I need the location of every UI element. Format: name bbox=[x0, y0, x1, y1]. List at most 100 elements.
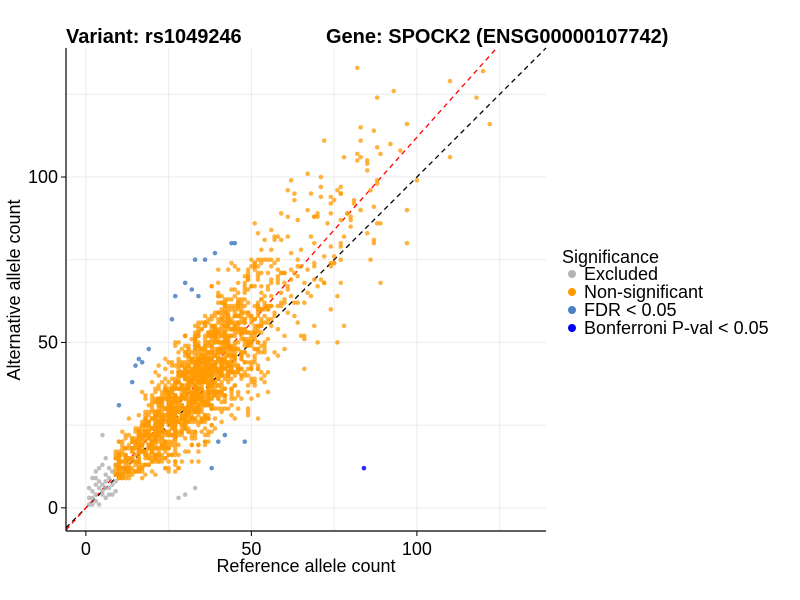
data-point bbox=[371, 128, 377, 134]
data-point bbox=[143, 396, 148, 401]
data-point bbox=[249, 336, 254, 342]
data-point bbox=[163, 416, 168, 421]
data-point bbox=[321, 254, 327, 259]
data-point bbox=[139, 475, 145, 481]
data-point bbox=[209, 326, 214, 332]
data-point bbox=[106, 485, 112, 491]
data-point bbox=[262, 350, 267, 355]
data-point bbox=[166, 399, 171, 405]
data-point bbox=[232, 383, 238, 388]
data-point bbox=[196, 346, 201, 352]
data-point bbox=[113, 469, 118, 474]
data-point bbox=[364, 158, 370, 163]
data-point bbox=[136, 436, 142, 441]
data-point bbox=[321, 138, 327, 143]
data-point bbox=[229, 369, 234, 375]
data-point bbox=[166, 379, 171, 385]
data-point bbox=[206, 333, 211, 339]
data-point bbox=[186, 350, 191, 355]
data-point bbox=[255, 310, 261, 315]
data-point bbox=[209, 333, 214, 339]
data-point bbox=[315, 283, 320, 289]
data-point bbox=[305, 207, 310, 213]
data-point bbox=[338, 280, 344, 286]
data-point bbox=[202, 396, 208, 401]
data-point bbox=[259, 297, 264, 302]
data-point bbox=[202, 442, 208, 448]
data-point bbox=[179, 373, 185, 378]
data-point bbox=[311, 214, 317, 220]
data-point bbox=[166, 469, 171, 474]
data-point bbox=[196, 379, 201, 385]
data-point bbox=[222, 297, 228, 302]
data-point bbox=[166, 406, 171, 411]
data-point bbox=[235, 406, 241, 411]
data-point bbox=[215, 293, 221, 299]
data-point bbox=[149, 409, 155, 415]
data-point bbox=[189, 419, 195, 425]
data-point bbox=[209, 343, 214, 349]
data-point bbox=[153, 455, 158, 461]
data-point bbox=[146, 442, 152, 448]
data-point bbox=[272, 237, 277, 243]
data-point bbox=[209, 330, 214, 335]
data-point bbox=[245, 273, 251, 279]
data-point bbox=[123, 459, 128, 464]
data-point bbox=[119, 459, 125, 464]
data-point bbox=[351, 197, 357, 203]
data-point bbox=[179, 459, 185, 464]
data-point bbox=[159, 426, 165, 431]
data-point bbox=[252, 283, 257, 289]
data-point bbox=[116, 439, 122, 444]
data-point bbox=[153, 416, 158, 421]
data-point bbox=[222, 399, 228, 405]
data-point bbox=[239, 310, 244, 315]
data-point bbox=[199, 353, 205, 358]
data-point bbox=[259, 376, 264, 382]
data-point bbox=[179, 389, 185, 395]
data-point bbox=[139, 429, 145, 435]
data-point bbox=[331, 260, 337, 266]
data-point bbox=[133, 439, 138, 444]
data-point bbox=[341, 154, 347, 160]
data-point bbox=[239, 353, 244, 358]
data-point bbox=[219, 300, 224, 306]
data-point bbox=[206, 383, 211, 388]
data-point bbox=[252, 323, 257, 329]
data-point bbox=[179, 432, 185, 438]
data-point bbox=[126, 442, 132, 448]
data-point bbox=[186, 383, 191, 388]
data-point bbox=[169, 419, 175, 425]
data-point bbox=[172, 363, 178, 368]
data-point bbox=[182, 436, 188, 441]
data-point bbox=[245, 353, 251, 358]
data-point bbox=[179, 402, 185, 408]
data-point bbox=[225, 373, 231, 378]
data-point bbox=[166, 465, 171, 471]
data-point bbox=[192, 386, 198, 392]
data-point bbox=[229, 393, 234, 398]
data-point bbox=[149, 393, 155, 398]
data-point bbox=[215, 396, 221, 401]
data-point bbox=[239, 336, 244, 342]
data-point bbox=[222, 346, 228, 352]
data-point bbox=[212, 406, 218, 411]
data-point bbox=[235, 340, 241, 345]
legend-label-3: FDR < 0.05 bbox=[584, 300, 677, 320]
data-point bbox=[219, 393, 224, 398]
data-point bbox=[268, 323, 274, 329]
data-point bbox=[252, 336, 257, 342]
data-point bbox=[172, 419, 178, 425]
data-point bbox=[136, 462, 142, 468]
data-point bbox=[239, 373, 244, 378]
data-point bbox=[219, 419, 224, 425]
data-point bbox=[136, 445, 142, 451]
y-tick-label: 50 bbox=[38, 332, 58, 352]
data-point bbox=[212, 350, 218, 355]
data-point bbox=[179, 406, 185, 411]
data-point bbox=[209, 379, 214, 385]
data-point bbox=[163, 455, 168, 461]
data-point bbox=[100, 462, 105, 468]
data-point bbox=[225, 366, 231, 372]
data-point bbox=[202, 439, 208, 444]
